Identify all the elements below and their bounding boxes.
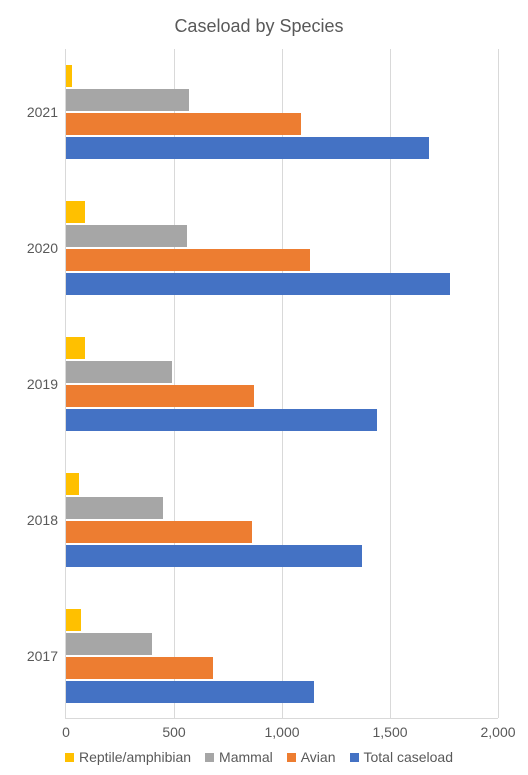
legend-item-reptile: Reptile/amphibian [65, 749, 191, 765]
bar-reptile [66, 65, 72, 87]
y-axis-category-label: 2020 [27, 240, 58, 256]
bar-total [66, 137, 429, 159]
bar-total [66, 681, 314, 703]
x-axis-tick-label: 1,500 [372, 724, 407, 740]
bar-reptile [66, 337, 85, 359]
bar-avian [66, 385, 254, 407]
bar-reptile [66, 201, 85, 223]
chart-title: Caseload by Species [10, 16, 508, 37]
x-axis-tick-label: 2,000 [480, 724, 515, 740]
legend-label: Reptile/amphibian [79, 749, 191, 765]
bar-reptile [66, 473, 79, 495]
bar-mammal [66, 89, 189, 111]
legend-swatch [287, 753, 296, 762]
plot-area: 05001,0001,5002,00020212020201920182017 [65, 49, 498, 719]
bar-mammal [66, 497, 163, 519]
legend-item-avian: Avian [287, 749, 336, 765]
y-axis-category-label: 2019 [27, 376, 58, 392]
legend-swatch [65, 753, 74, 762]
x-axis-tick-label: 500 [162, 724, 185, 740]
legend-label: Avian [301, 749, 336, 765]
legend-item-total: Total caseload [350, 749, 454, 765]
x-axis-tick-label: 0 [62, 724, 70, 740]
bar-total [66, 273, 450, 295]
bar-mammal [66, 361, 172, 383]
legend-swatch [350, 753, 359, 762]
legend-item-mammal: Mammal [205, 749, 273, 765]
legend-swatch [205, 753, 214, 762]
legend-label: Mammal [219, 749, 273, 765]
chart-container: Caseload by Species 05001,0001,5002,0002… [0, 0, 528, 775]
y-axis-category-label: 2017 [27, 648, 58, 664]
bar-avian [66, 113, 301, 135]
bar-mammal [66, 225, 187, 247]
bar-total [66, 409, 377, 431]
legend: Reptile/amphibian Mammal Avian Total caselo… [10, 749, 508, 765]
bar-mammal [66, 633, 152, 655]
bar-avian [66, 521, 252, 543]
gridline [498, 49, 499, 718]
x-axis-tick-label: 1,000 [264, 724, 299, 740]
bar-reptile [66, 609, 81, 631]
bar-avian [66, 249, 310, 271]
legend-label: Total caseload [364, 749, 454, 765]
bar-avian [66, 657, 213, 679]
y-axis-category-label: 2018 [27, 512, 58, 528]
bar-total [66, 545, 362, 567]
y-axis-category-label: 2021 [27, 104, 58, 120]
